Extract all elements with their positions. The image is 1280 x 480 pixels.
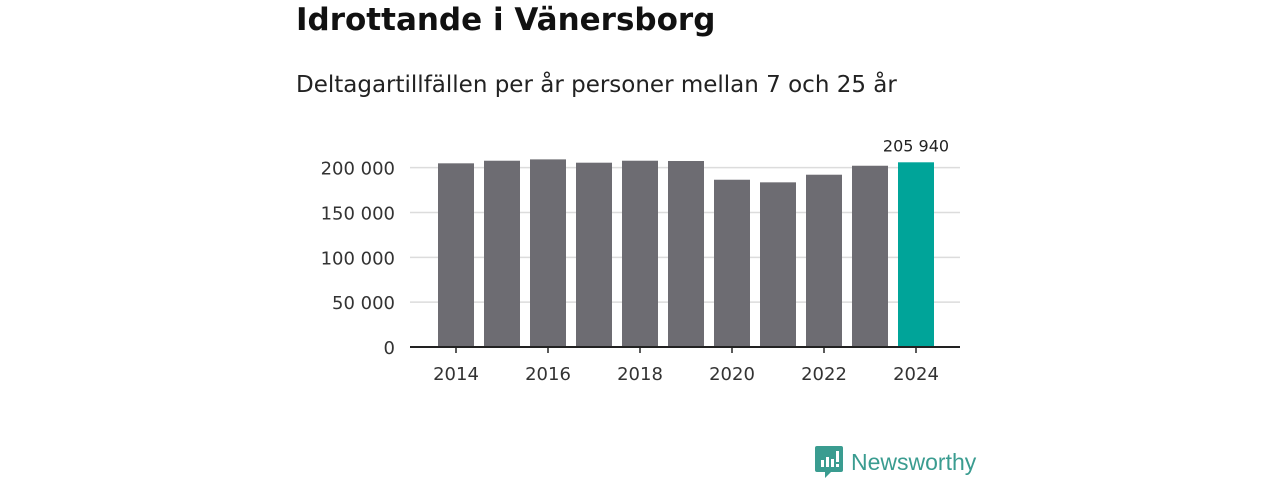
bar-2020: [714, 179, 750, 347]
chart-subtitle: Deltagartillfällen per år personer mella…: [296, 72, 897, 98]
y-tick-label: 0: [384, 338, 395, 359]
bar-2021: [760, 182, 796, 347]
bar-2018: [622, 160, 658, 347]
x-tick-label: 2024: [893, 364, 939, 385]
x-tick-label: 2022: [801, 364, 847, 385]
chart-title: Idrottande i Vänersborg: [296, 2, 716, 38]
y-tick-label: 50 000: [332, 293, 395, 314]
x-tick-label: 2018: [617, 364, 663, 385]
brand-logo: Newsworthy: [815, 446, 976, 478]
x-tick-label: 2016: [525, 364, 571, 385]
data-label: 205 940: [883, 136, 949, 155]
bar-2024: [898, 162, 934, 347]
bar-2023: [852, 165, 888, 347]
newsworthy-logo-icon: [815, 446, 843, 478]
bar-2014: [438, 163, 474, 347]
y-tick-label: 200 000: [321, 159, 395, 180]
x-tick-label: 2020: [709, 364, 755, 385]
bar-2016: [530, 159, 566, 347]
bar-2022: [806, 174, 842, 347]
bar-2019: [668, 160, 704, 347]
x-tick-label: 2014: [433, 364, 479, 385]
brand-name: Newsworthy: [851, 448, 977, 475]
y-tick-label: 100 000: [321, 248, 395, 269]
bar-2017: [576, 162, 612, 347]
y-tick-label: 150 000: [321, 203, 395, 224]
bar-2015: [484, 160, 520, 347]
